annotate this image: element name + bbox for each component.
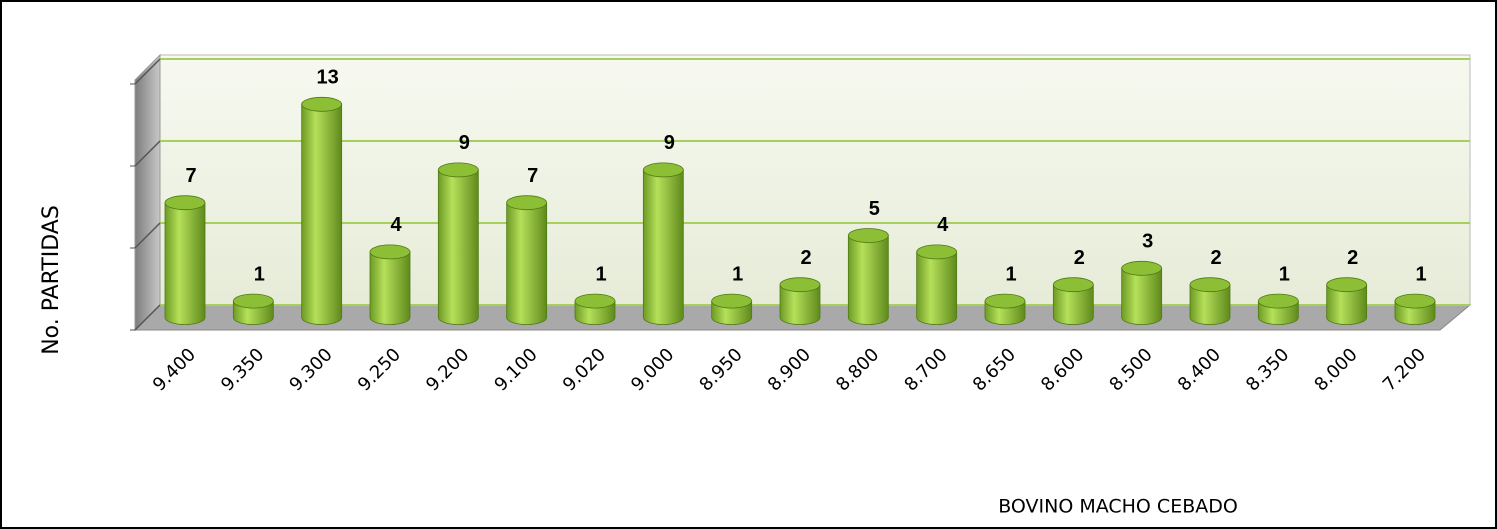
bar-top (506, 195, 548, 211)
side-wall (134, 53, 161, 332)
side-grid-line (134, 304, 161, 331)
value-label: 2 (1074, 247, 1085, 269)
value-label: 9 (459, 132, 470, 154)
bar (369, 251, 411, 325)
y-axis-title: No. PARTIDAS (39, 205, 64, 355)
bar-top (164, 195, 206, 211)
bar-top (574, 293, 616, 309)
value-label: 1 (1005, 263, 1016, 285)
value-label: 1 (732, 263, 743, 285)
value-label: 1 (1279, 263, 1290, 285)
bar-top (916, 244, 958, 260)
bar (437, 169, 479, 325)
bar-top (1052, 277, 1094, 293)
bar-top (1121, 260, 1163, 276)
bar-top (232, 293, 274, 309)
value-label: 5 (869, 198, 880, 220)
value-label: 2 (1210, 247, 1221, 269)
bar-top (711, 293, 753, 309)
bar-top (1189, 277, 1231, 293)
bar-top (847, 228, 889, 243)
side-grid-line (134, 222, 161, 249)
bar-top (984, 293, 1026, 309)
bar (1121, 267, 1163, 325)
side-grid-line (134, 58, 161, 85)
back-wall (159, 54, 1471, 306)
value-label: 9 (664, 132, 675, 154)
bar (1052, 284, 1094, 325)
value-label: 1 (254, 263, 265, 285)
bar (1326, 284, 1368, 325)
bar-top (1326, 277, 1368, 293)
side-grid-line (134, 140, 161, 167)
value-label: 3 (1142, 231, 1153, 253)
bar-top (642, 162, 684, 178)
value-label: 7 (527, 165, 538, 187)
value-label: 13 (317, 67, 339, 89)
value-label: 4 (937, 214, 949, 236)
bar (506, 202, 548, 325)
value-label: 1 (1415, 263, 1426, 285)
bar-top (437, 162, 479, 178)
x-axis-title: BOVINO MACHO CEBADO (998, 496, 1238, 518)
bar-top (1394, 293, 1436, 309)
bar (916, 251, 958, 325)
bar (779, 284, 821, 325)
bar (301, 103, 343, 325)
bar-top (301, 96, 343, 112)
value-label: 4 (390, 214, 402, 236)
bar-top (1257, 293, 1299, 309)
bar (164, 202, 206, 325)
bar (1189, 284, 1231, 325)
value-label: 1 (595, 263, 606, 285)
value-label: 2 (800, 247, 811, 269)
bar (847, 235, 889, 325)
bar-top (779, 277, 821, 293)
value-label: 2 (1347, 247, 1358, 269)
bar (642, 169, 684, 325)
bar-top (369, 244, 411, 260)
value-label: 7 (185, 165, 196, 187)
